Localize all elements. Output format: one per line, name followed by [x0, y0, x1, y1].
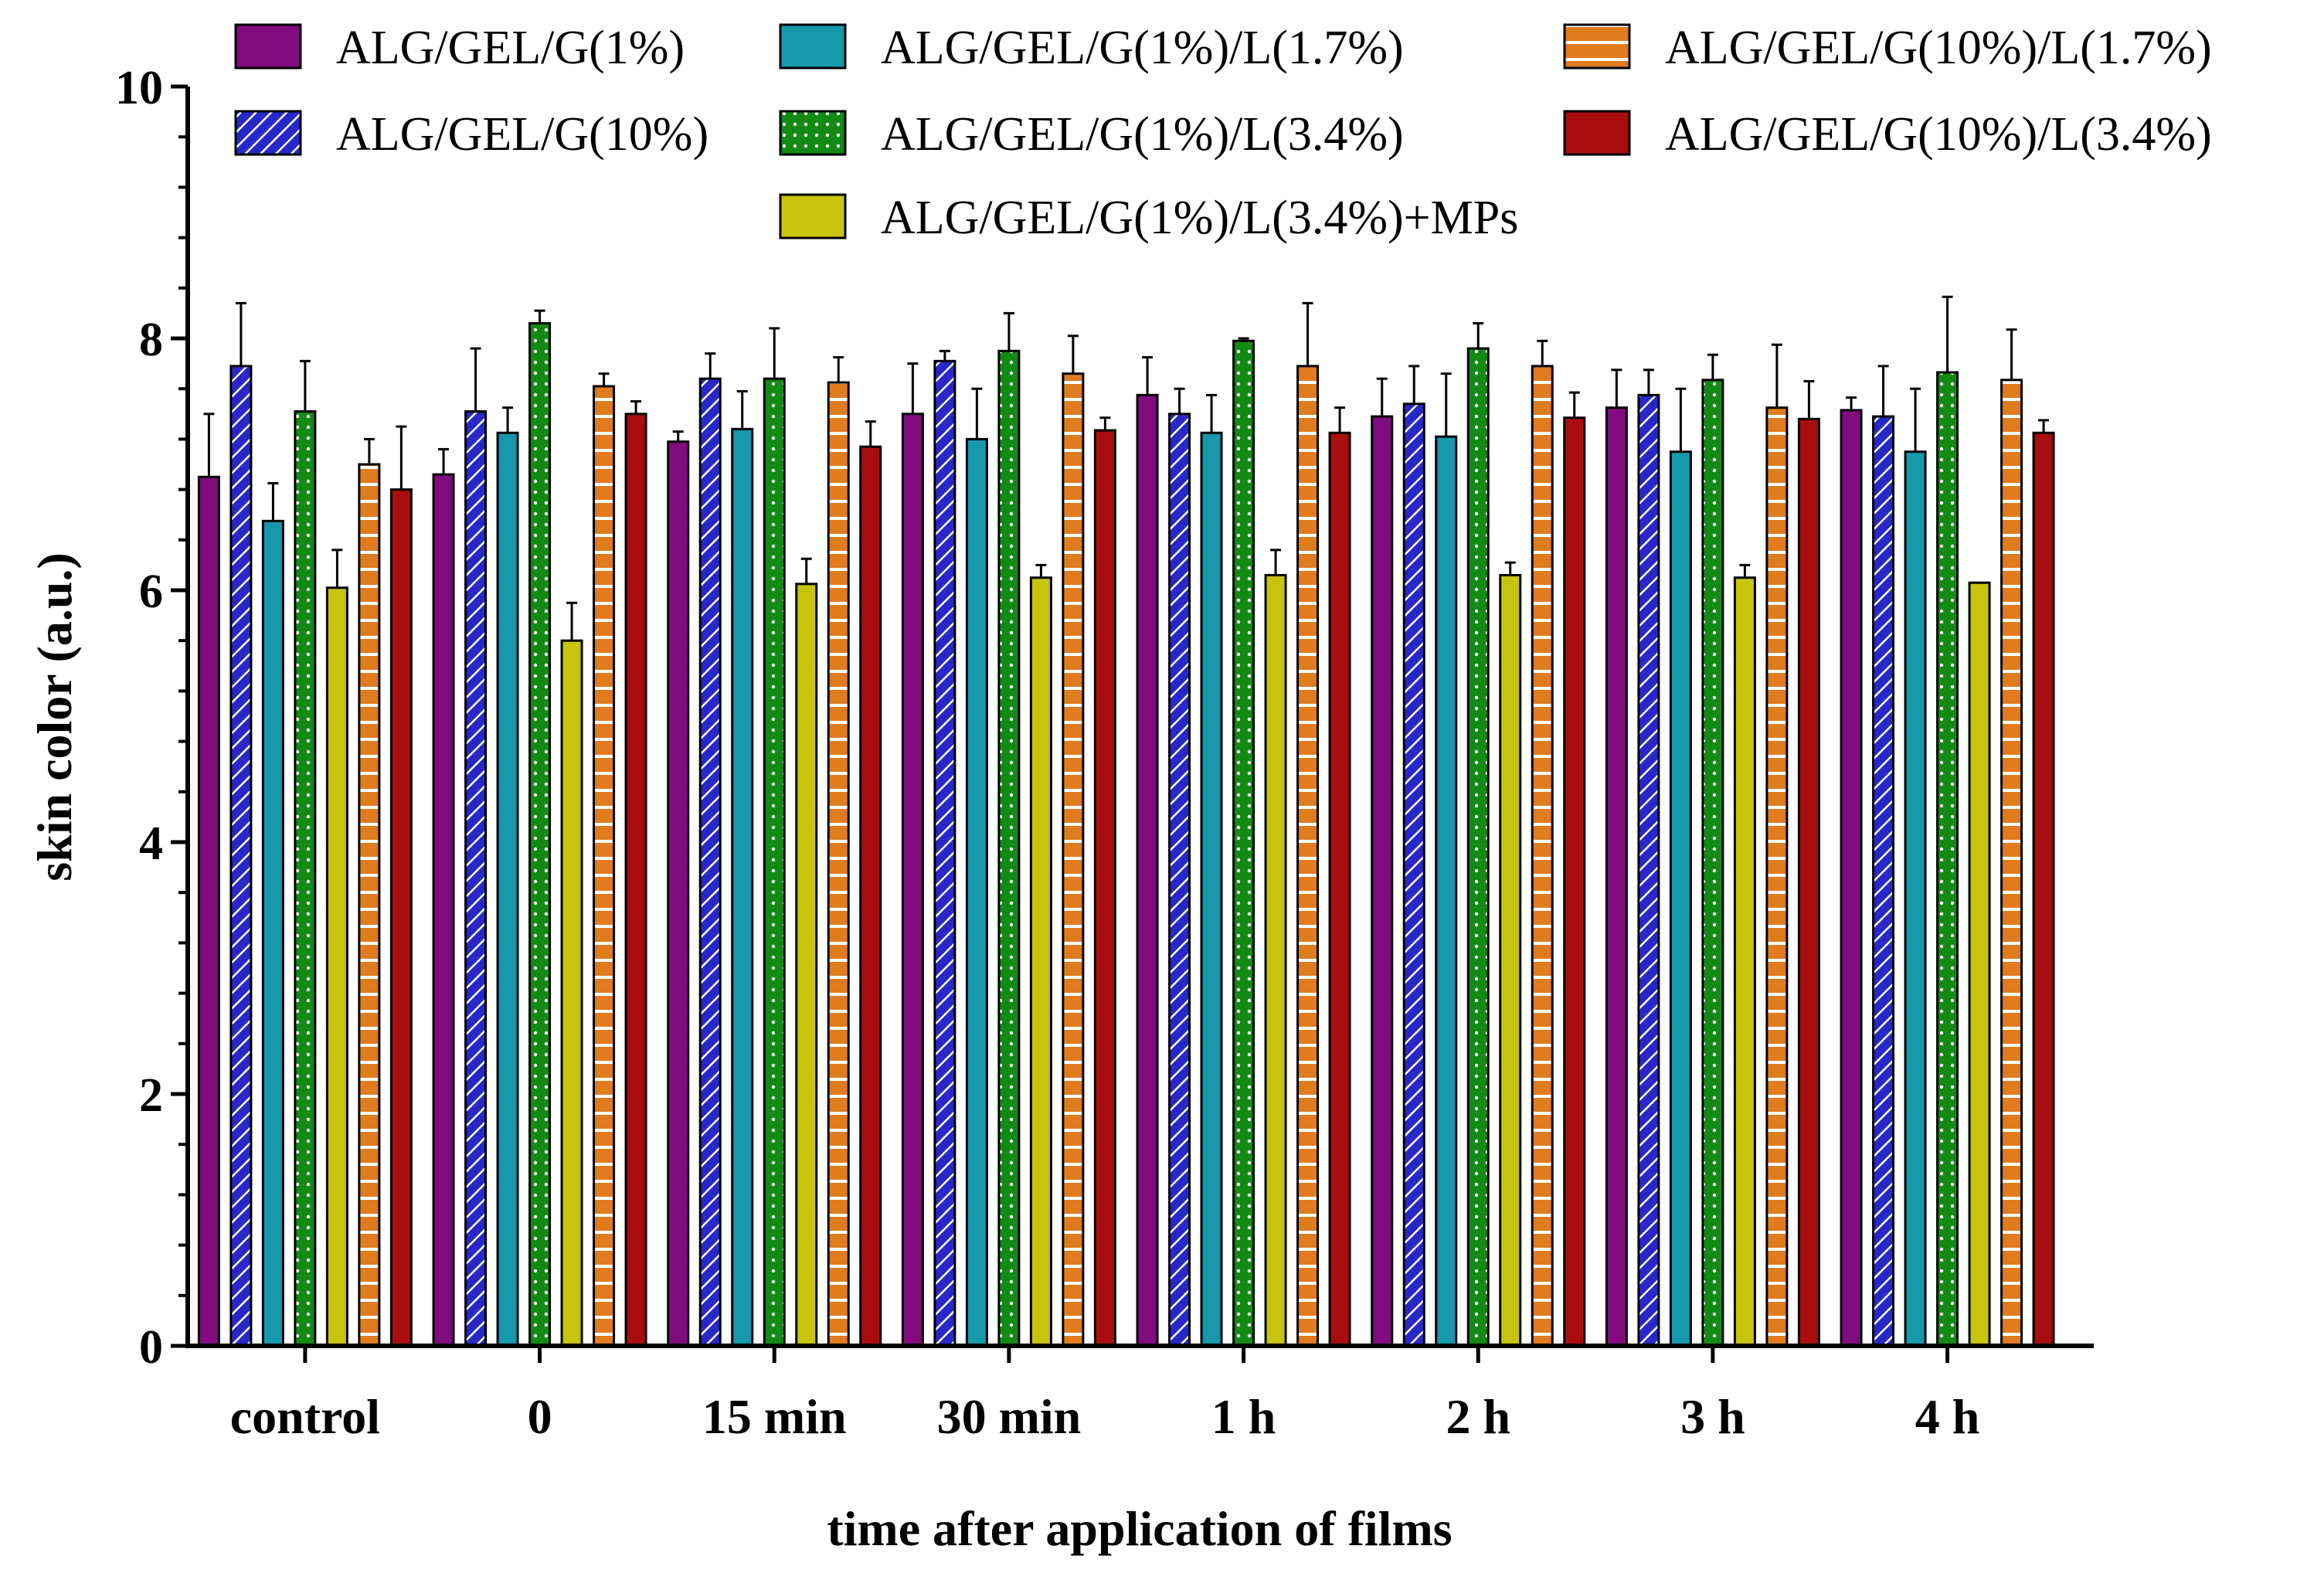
- bars-layer: [197, 295, 2055, 1347]
- bar: [933, 359, 956, 1347]
- bar: [496, 431, 519, 1347]
- legend-swatch: [779, 110, 847, 156]
- bar: [731, 427, 754, 1347]
- bar: [1062, 372, 1085, 1347]
- bar: [1733, 576, 1756, 1347]
- bar: [593, 385, 616, 1347]
- x-tick-label: control: [230, 1389, 380, 1444]
- legend-label: ALG/GEL/G(1%)/L(3.4%)+MPs: [881, 192, 1518, 244]
- bar: [464, 410, 488, 1347]
- bar: [229, 365, 253, 1347]
- bar: [1669, 450, 1692, 1347]
- bar: [1765, 406, 1789, 1347]
- bar: [1936, 371, 1959, 1347]
- x-tick-label: 15 min: [702, 1389, 847, 1444]
- bar: [1264, 573, 1287, 1347]
- bar: [1701, 379, 1724, 1347]
- bar: [1563, 416, 1586, 1347]
- bar: [358, 463, 381, 1347]
- bar: [1093, 429, 1116, 1347]
- y-tick-label: 8: [139, 314, 163, 366]
- bar: [2032, 431, 2055, 1347]
- bar: [2000, 379, 2023, 1347]
- x-ticks: control 0 15 min 30 min 1 h 2 h 3 h 4 h: [230, 1346, 1980, 1444]
- bar: [1136, 393, 1159, 1347]
- x-tick-label: 2 h: [1446, 1389, 1510, 1444]
- bar: [667, 440, 690, 1347]
- bar: [389, 488, 413, 1347]
- legend-label: ALG/GEL/G(1%)/L(3.4%): [881, 108, 1404, 161]
- y-tick-label: 6: [139, 566, 163, 618]
- legend-label: ALG/GEL/G(10%)/L(3.4%): [1665, 108, 2212, 161]
- bar: [1168, 413, 1191, 1347]
- bar: [1872, 415, 1895, 1347]
- y-tick-label: 2: [139, 1069, 163, 1122]
- bar: [1968, 581, 1991, 1347]
- legend-label: ALG/GEL/G(10%): [336, 108, 708, 161]
- legend: ALG/GEL/G(1%) ALG/GEL/G(10%) ALG/GEL/G(1%)…: [234, 22, 2212, 244]
- x-tick-label: 0: [528, 1389, 552, 1444]
- y-tick-label: 4: [139, 817, 163, 870]
- x-tick-label: 3 h: [1680, 1389, 1745, 1444]
- bar: [1232, 339, 1255, 1347]
- bar: [859, 445, 882, 1347]
- bar: [1637, 393, 1660, 1347]
- bar: [528, 321, 552, 1347]
- bar: [1435, 435, 1458, 1347]
- bar: [1200, 431, 1223, 1347]
- bar: [1328, 431, 1351, 1347]
- legend-swatch: [234, 110, 302, 156]
- legend-swatch: [1563, 23, 1631, 70]
- bar: [197, 475, 220, 1347]
- bar: [325, 586, 348, 1347]
- bar: [294, 410, 317, 1347]
- bar: [1840, 409, 1863, 1347]
- y-tick-label: 0: [139, 1321, 163, 1374]
- bar: [432, 473, 455, 1347]
- bar: [1029, 576, 1052, 1347]
- legend-label: ALG/GEL/G(1%): [336, 22, 685, 74]
- legend-swatch: [779, 193, 847, 240]
- axes-layer: [185, 87, 2094, 1348]
- legend-label: ALG/GEL/G(10%)/L(1.7%): [1665, 22, 2212, 74]
- bar: [698, 377, 722, 1347]
- bar: [795, 583, 818, 1347]
- bar: [763, 377, 786, 1347]
- x-tick-label: 30 min: [937, 1389, 1082, 1444]
- bar: [997, 349, 1021, 1347]
- legend-swatch: [1563, 110, 1631, 156]
- x-tick-label: 4 h: [1915, 1389, 1980, 1444]
- x-axis-title: time after application of films: [827, 1501, 1452, 1556]
- legend-swatch: [779, 23, 847, 70]
- bar: [1402, 403, 1425, 1347]
- bar: [1499, 573, 1522, 1347]
- bar: [261, 519, 284, 1347]
- x-tick-label: 1 h: [1211, 1389, 1276, 1444]
- bar: [827, 381, 850, 1347]
- bar: [1296, 365, 1320, 1347]
- bar: [624, 413, 647, 1347]
- bar: [1466, 347, 1490, 1347]
- legend-label: ALG/GEL/G(1%)/L(1.7%): [881, 22, 1404, 74]
- bar: [965, 437, 988, 1347]
- bar: [1605, 406, 1628, 1347]
- bar: [560, 639, 583, 1347]
- y-ticks: 0 2 4 6 8 10: [115, 62, 188, 1374]
- legend-swatch: [234, 23, 302, 70]
- bar: [1371, 415, 1394, 1347]
- y-tick-label: 10: [115, 62, 163, 114]
- bar: [1531, 365, 1554, 1347]
- bar: [901, 413, 924, 1347]
- bar: [1904, 450, 1927, 1347]
- y-axis-title: skin color (a.u.): [27, 552, 82, 882]
- bar: [1797, 417, 1820, 1347]
